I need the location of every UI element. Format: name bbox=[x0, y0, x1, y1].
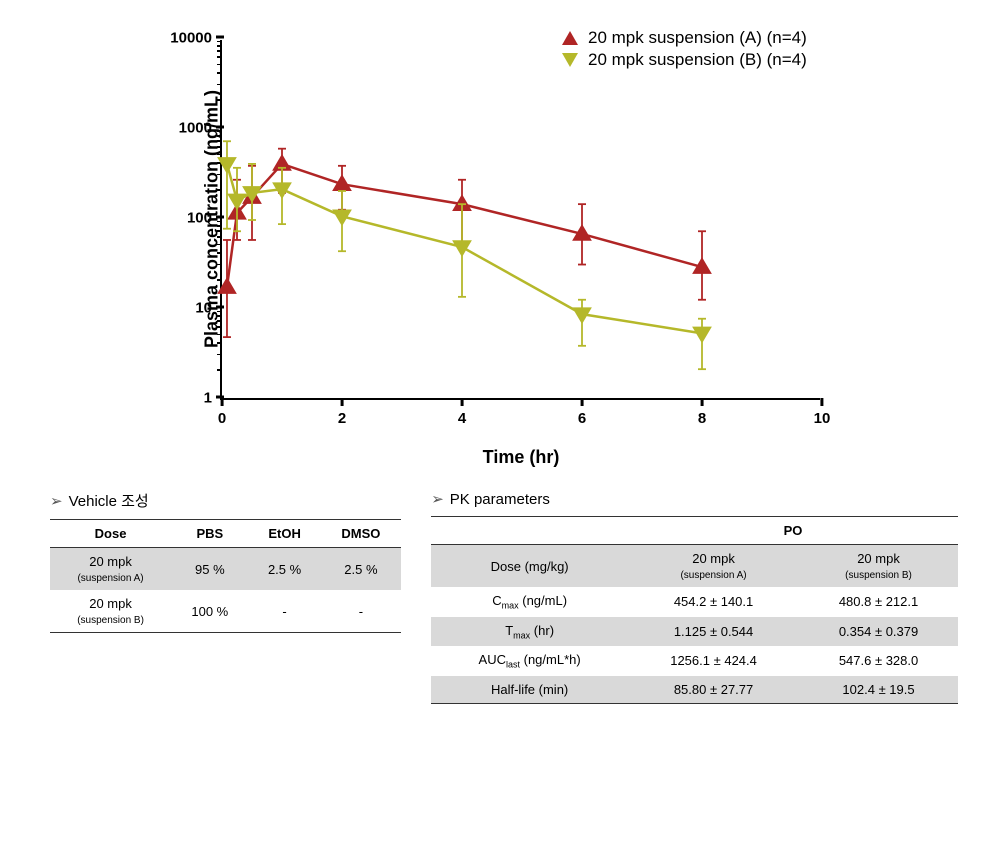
pk-th-po: PO bbox=[628, 517, 958, 545]
plot-area: Plasma concentration (ng/mL) Time (hr) 1… bbox=[220, 40, 820, 400]
vehicle-table: DosePBSEtOHDMSO 20 mpk(suspension A)95 %… bbox=[50, 519, 401, 633]
vehicle-table-section: Vehicle 조성 DosePBSEtOHDMSO 20 mpk(suspen… bbox=[50, 490, 401, 633]
x-tick: 2 bbox=[338, 398, 346, 427]
table-row: 20 mpk(suspension B)100 %-- bbox=[50, 590, 401, 633]
pk-chart: Plasma concentration (ng/mL) Time (hr) 1… bbox=[120, 20, 880, 460]
vehicle-th: Dose bbox=[50, 520, 171, 548]
pk-table: PO Dose (mg/kg)20 mpk(suspension A)20 mp… bbox=[431, 516, 958, 704]
x-axis-label: Time (hr) bbox=[483, 447, 560, 468]
table-row: Cmax (ng/mL)454.2 ± 140.1480.8 ± 212.1 bbox=[431, 587, 958, 617]
table-row: 20 mpk(suspension A)95 %2.5 %2.5 % bbox=[50, 548, 401, 591]
table-row: Tmax (hr)1.125 ± 0.5440.354 ± 0.379 bbox=[431, 617, 958, 647]
x-tick: 4 bbox=[458, 398, 466, 427]
legend-item: 20 mpk suspension (A) (n=4) bbox=[562, 28, 807, 48]
table-row: Dose (mg/kg)20 mpk(suspension A)20 mpk(s… bbox=[431, 545, 958, 588]
x-tick: 0 bbox=[218, 398, 226, 427]
vehicle-th: PBS bbox=[171, 520, 248, 548]
vehicle-table-title: Vehicle 조성 bbox=[50, 490, 401, 511]
chart-svg-layer bbox=[222, 40, 820, 398]
y-tick: 10 bbox=[195, 300, 222, 317]
table-row: Half-life (min)85.80 ± 27.77102.4 ± 19.5 bbox=[431, 676, 958, 704]
tables-row: Vehicle 조성 DosePBSEtOHDMSO 20 mpk(suspen… bbox=[20, 490, 988, 704]
y-tick: 1000 bbox=[179, 120, 222, 137]
pk-table-title: PK parameters bbox=[431, 490, 958, 508]
table-row: AUClast (ng/mL*h)1256.1 ± 424.4547.6 ± 3… bbox=[431, 646, 958, 676]
x-tick: 6 bbox=[578, 398, 586, 427]
chart-legend: 20 mpk suspension (A) (n=4)20 mpk suspen… bbox=[562, 28, 807, 72]
x-tick: 10 bbox=[814, 398, 831, 427]
pk-th-blank bbox=[431, 517, 628, 545]
pk-table-section: PK parameters PO Dose (mg/kg)20 mpk(susp… bbox=[431, 490, 958, 704]
legend-item: 20 mpk suspension (B) (n=4) bbox=[562, 50, 807, 70]
vehicle-th: DMSO bbox=[321, 520, 402, 548]
y-tick: 100 bbox=[187, 210, 222, 227]
x-tick: 8 bbox=[698, 398, 706, 427]
y-tick: 10000 bbox=[170, 30, 222, 47]
vehicle-th: EtOH bbox=[249, 520, 321, 548]
